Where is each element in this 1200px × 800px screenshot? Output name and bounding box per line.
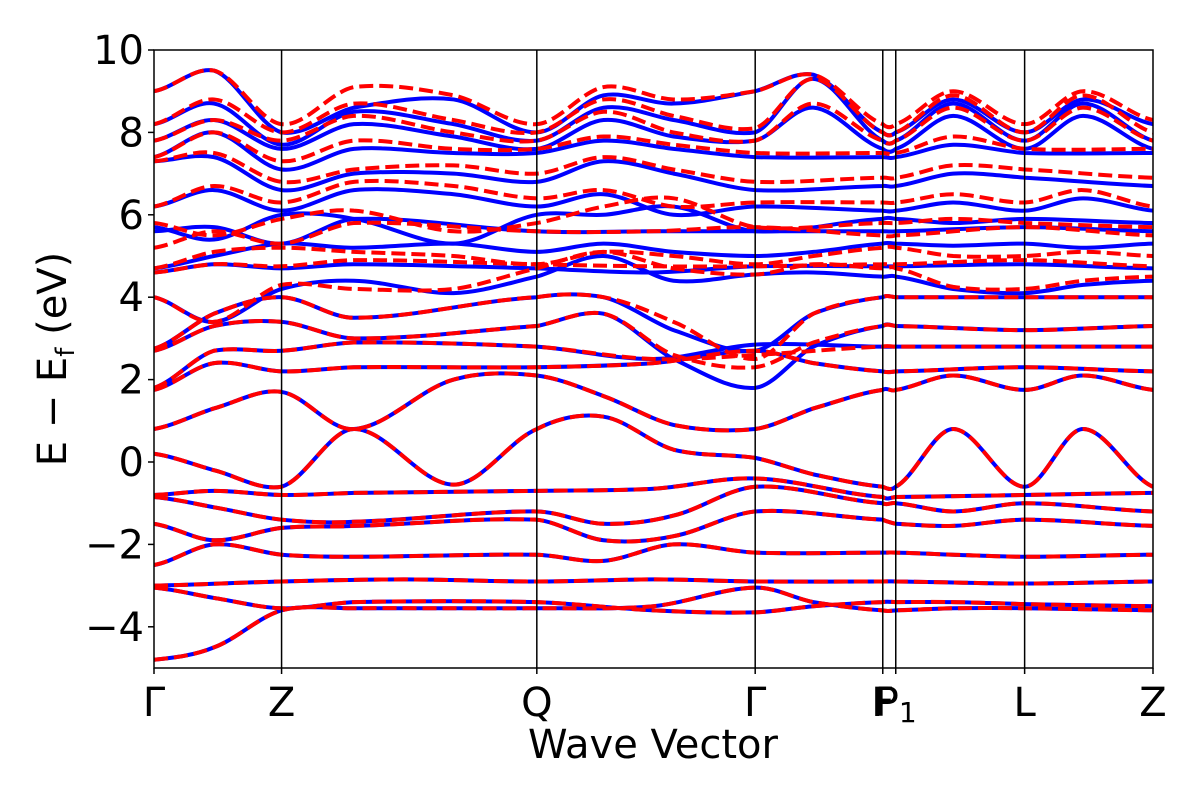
x-axis-ticks: Γ Z Q Γ FP1 L Z (143, 668, 1167, 729)
bands-layer (154, 68, 1153, 662)
band-solid-2 (154, 577, 1153, 588)
high-symmetry-lines (280, 50, 1026, 668)
y-tick-label-1: −2 (85, 522, 144, 568)
y-tick-label-2: 0 (119, 440, 144, 486)
band-dashed-17 (154, 195, 1153, 238)
y-tick-label-6: 8 (119, 110, 144, 156)
band-dashed-18 (154, 178, 1153, 209)
y-axis-label-subscript: f (51, 347, 81, 357)
x-tick-label-0: Γ (143, 680, 166, 726)
band-dashed-5 (154, 484, 1153, 526)
plot-frame (153, 49, 1154, 669)
x-tick-label-5: P1 (875, 680, 917, 729)
band-dashed-3 (154, 542, 1153, 567)
x-tick-label-2: Q (521, 680, 552, 726)
band-dashed-15 (154, 244, 1153, 271)
y-axis-label: E − Ef (eV) (30, 252, 81, 467)
band-solid-13 (154, 253, 1153, 324)
y-tick-label-3: 2 (119, 358, 144, 404)
band-dashed-8 (154, 371, 1153, 433)
x-tick-label-4: F (871, 680, 894, 726)
band-dashed-20 (154, 130, 1153, 164)
x-axis-label: Wave Vector (528, 722, 779, 768)
band-solid-21 (154, 105, 1153, 154)
x-tick-label-6: L (1013, 680, 1036, 726)
band-dashed-1 (154, 585, 1153, 615)
band-solid-23 (154, 68, 1153, 138)
band-dashed-11 (154, 310, 1153, 370)
band-solid-20 (154, 130, 1153, 172)
band-solid-22 (154, 76, 1153, 147)
band-dashed-19 (154, 150, 1153, 185)
band-dashed-13 (154, 249, 1153, 324)
band-dashed-7 (154, 413, 1153, 492)
band-solid-19 (154, 153, 1153, 193)
y-tick-label-0: −4 (85, 605, 144, 651)
y-tick-label-4: 4 (119, 275, 144, 321)
y-tick-label-5: 6 (119, 193, 144, 239)
y-axis-ticks: −4 −2 0 2 4 6 8 10 (85, 28, 154, 651)
band-solid-15 (154, 240, 1153, 271)
x-tick-label-1: Z (268, 680, 295, 726)
x-tick-label-3: Γ (744, 680, 767, 726)
band-dashed-4 (154, 508, 1153, 544)
band-solid-18 (154, 187, 1153, 218)
y-axis-label-unit: (eV) (30, 252, 76, 348)
band-dashed-21 (154, 101, 1153, 146)
x-tick-label-7: Z (1139, 680, 1166, 726)
band-dashed-22 (154, 76, 1153, 138)
y-tick-label-7: 10 (93, 28, 144, 74)
band-dashed-12 (154, 292, 1153, 362)
band-dashed-23 (154, 68, 1153, 130)
y-axis-label-main: E − E (30, 357, 76, 467)
